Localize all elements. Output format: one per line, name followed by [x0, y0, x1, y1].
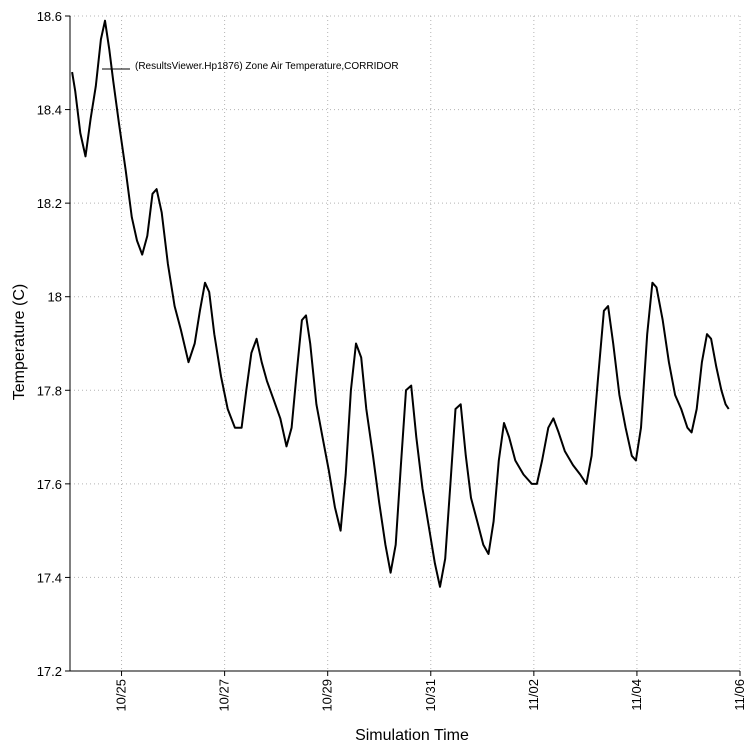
y-tick-label: 17.2 [37, 664, 62, 679]
y-tick-label: 18.2 [37, 196, 62, 211]
x-tick-label: 10/25 [114, 679, 129, 712]
y-tick-label: 18.4 [37, 103, 62, 118]
x-tick-label: 10/31 [423, 679, 438, 712]
x-tick-label: 10/27 [217, 679, 232, 712]
y-axis-title: Temperature (C) [11, 284, 28, 400]
legend-label: (ResultsViewer.Hp1876) Zone Air Temperat… [135, 61, 399, 72]
y-tick-label: 18 [48, 290, 62, 305]
y-tick-label: 17.4 [37, 570, 62, 585]
y-axis-ticks: 17.2 17.4 17.6 17.8 18 18.2 18.4 18.6 [37, 9, 70, 679]
x-axis-title: Simulation Time [355, 727, 469, 744]
series-line [71, 19, 730, 588]
y-tick-label: 17.6 [37, 477, 62, 492]
x-axis-ticks: 10/25 10/27 10/29 10/31 11/02 11/04 11/06 [114, 671, 747, 712]
legend: (ResultsViewer.Hp1876) Zone Air Temperat… [102, 61, 399, 72]
x-tick-label: 10/29 [320, 679, 335, 712]
y-tick-label: 18.6 [37, 9, 62, 24]
series-group [71, 19, 730, 588]
x-tick-label: 11/06 [732, 679, 747, 711]
x-tick-label: 11/02 [526, 679, 541, 711]
x-tick-label: 11/04 [629, 679, 644, 711]
grid-lines [70, 15, 741, 671]
y-tick-label: 17.8 [37, 383, 62, 398]
